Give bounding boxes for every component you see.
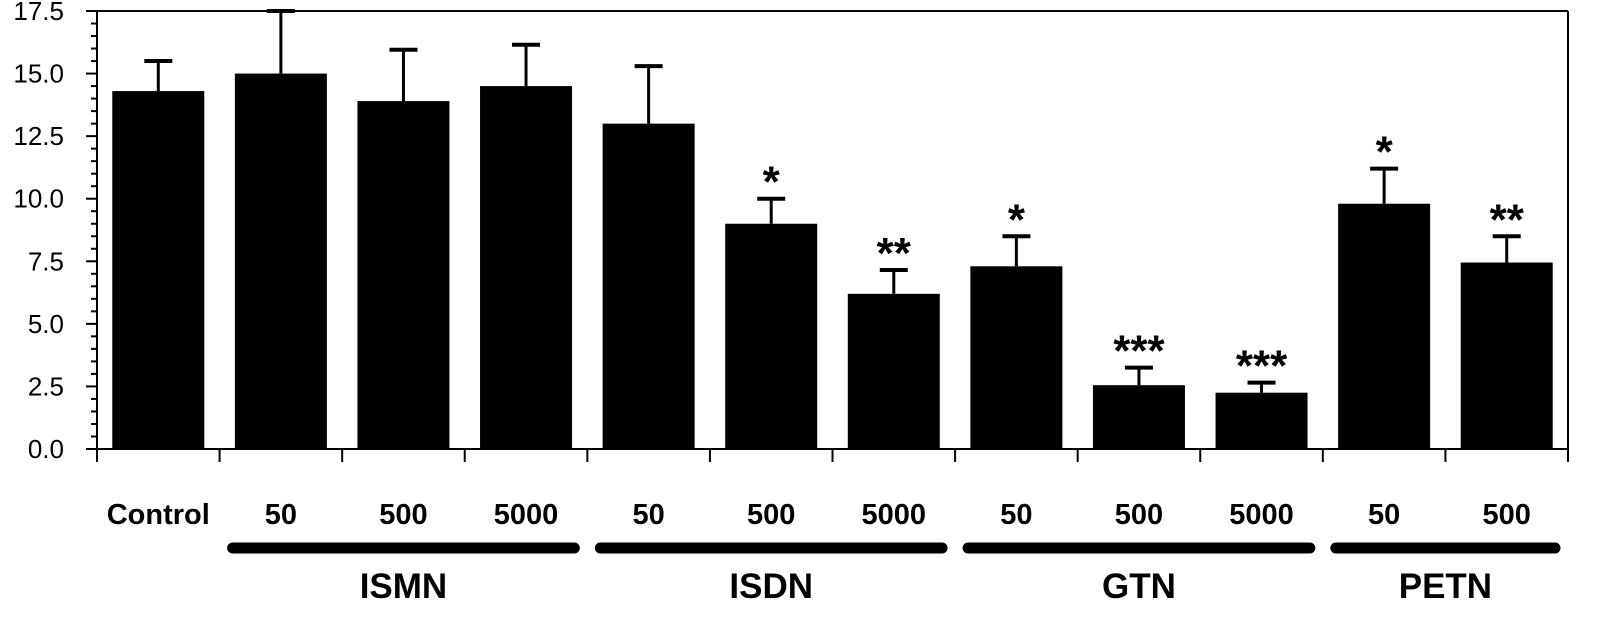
x-tick-label: 50: [1368, 499, 1400, 531]
labels: 0.0 2.5 5.0 7.5 10.0 12.5 15.0 17.5 Control 50 500…: [13, 0, 1531, 606]
y-tick-label: 12.5: [13, 121, 64, 151]
significance-label: *: [1376, 128, 1394, 177]
x-tick-label: 5000: [1229, 499, 1294, 531]
x-tick-label: Control: [107, 499, 210, 531]
bars: [112, 9, 1553, 450]
bar: [970, 266, 1063, 449]
significance-label: **: [877, 229, 912, 278]
y-tick-label: 15.0: [13, 59, 64, 89]
x-tick-label: 500: [747, 499, 795, 531]
group-label: PETN: [1399, 567, 1492, 606]
group-label: ISMN: [360, 567, 448, 606]
bar: [480, 86, 573, 449]
y-tick-label: 0.0: [28, 434, 64, 464]
x-tick-label: 50: [265, 499, 297, 531]
axes: [86, 10, 1569, 554]
bar: [1460, 262, 1553, 449]
group-label: GTN: [1102, 567, 1176, 606]
x-tick-label: 50: [632, 499, 664, 531]
significance-label: **: [1490, 195, 1525, 244]
y-tick-label: 10.0: [13, 184, 64, 214]
y-tick-label: 7.5: [28, 246, 64, 276]
bar: [725, 223, 818, 449]
bar: [1092, 385, 1185, 449]
bar: [602, 123, 695, 449]
significance-label: *: [1008, 195, 1026, 244]
y-tick-label: 2.5: [28, 371, 64, 401]
x-tick-label: 50: [1000, 499, 1032, 531]
x-tick-label: 5000: [862, 499, 927, 531]
x-tick-label: 500: [1115, 499, 1163, 531]
y-tick-label: 17.5: [13, 0, 64, 26]
bar: [1215, 392, 1308, 449]
bar: [847, 293, 940, 449]
bar: [234, 73, 327, 450]
x-tick-label: 500: [379, 499, 427, 531]
bar: [357, 101, 450, 450]
x-tick-label: 5000: [494, 499, 559, 531]
significance-label: ***: [1236, 342, 1288, 391]
group-label: ISDN: [729, 567, 813, 606]
significance-label: ***: [1113, 327, 1165, 376]
y-tick-label: 5.0: [28, 309, 64, 339]
x-tick-label: 500: [1483, 499, 1531, 531]
significance-label: *: [763, 158, 781, 207]
bar: [112, 91, 205, 449]
bar: [1338, 203, 1431, 449]
